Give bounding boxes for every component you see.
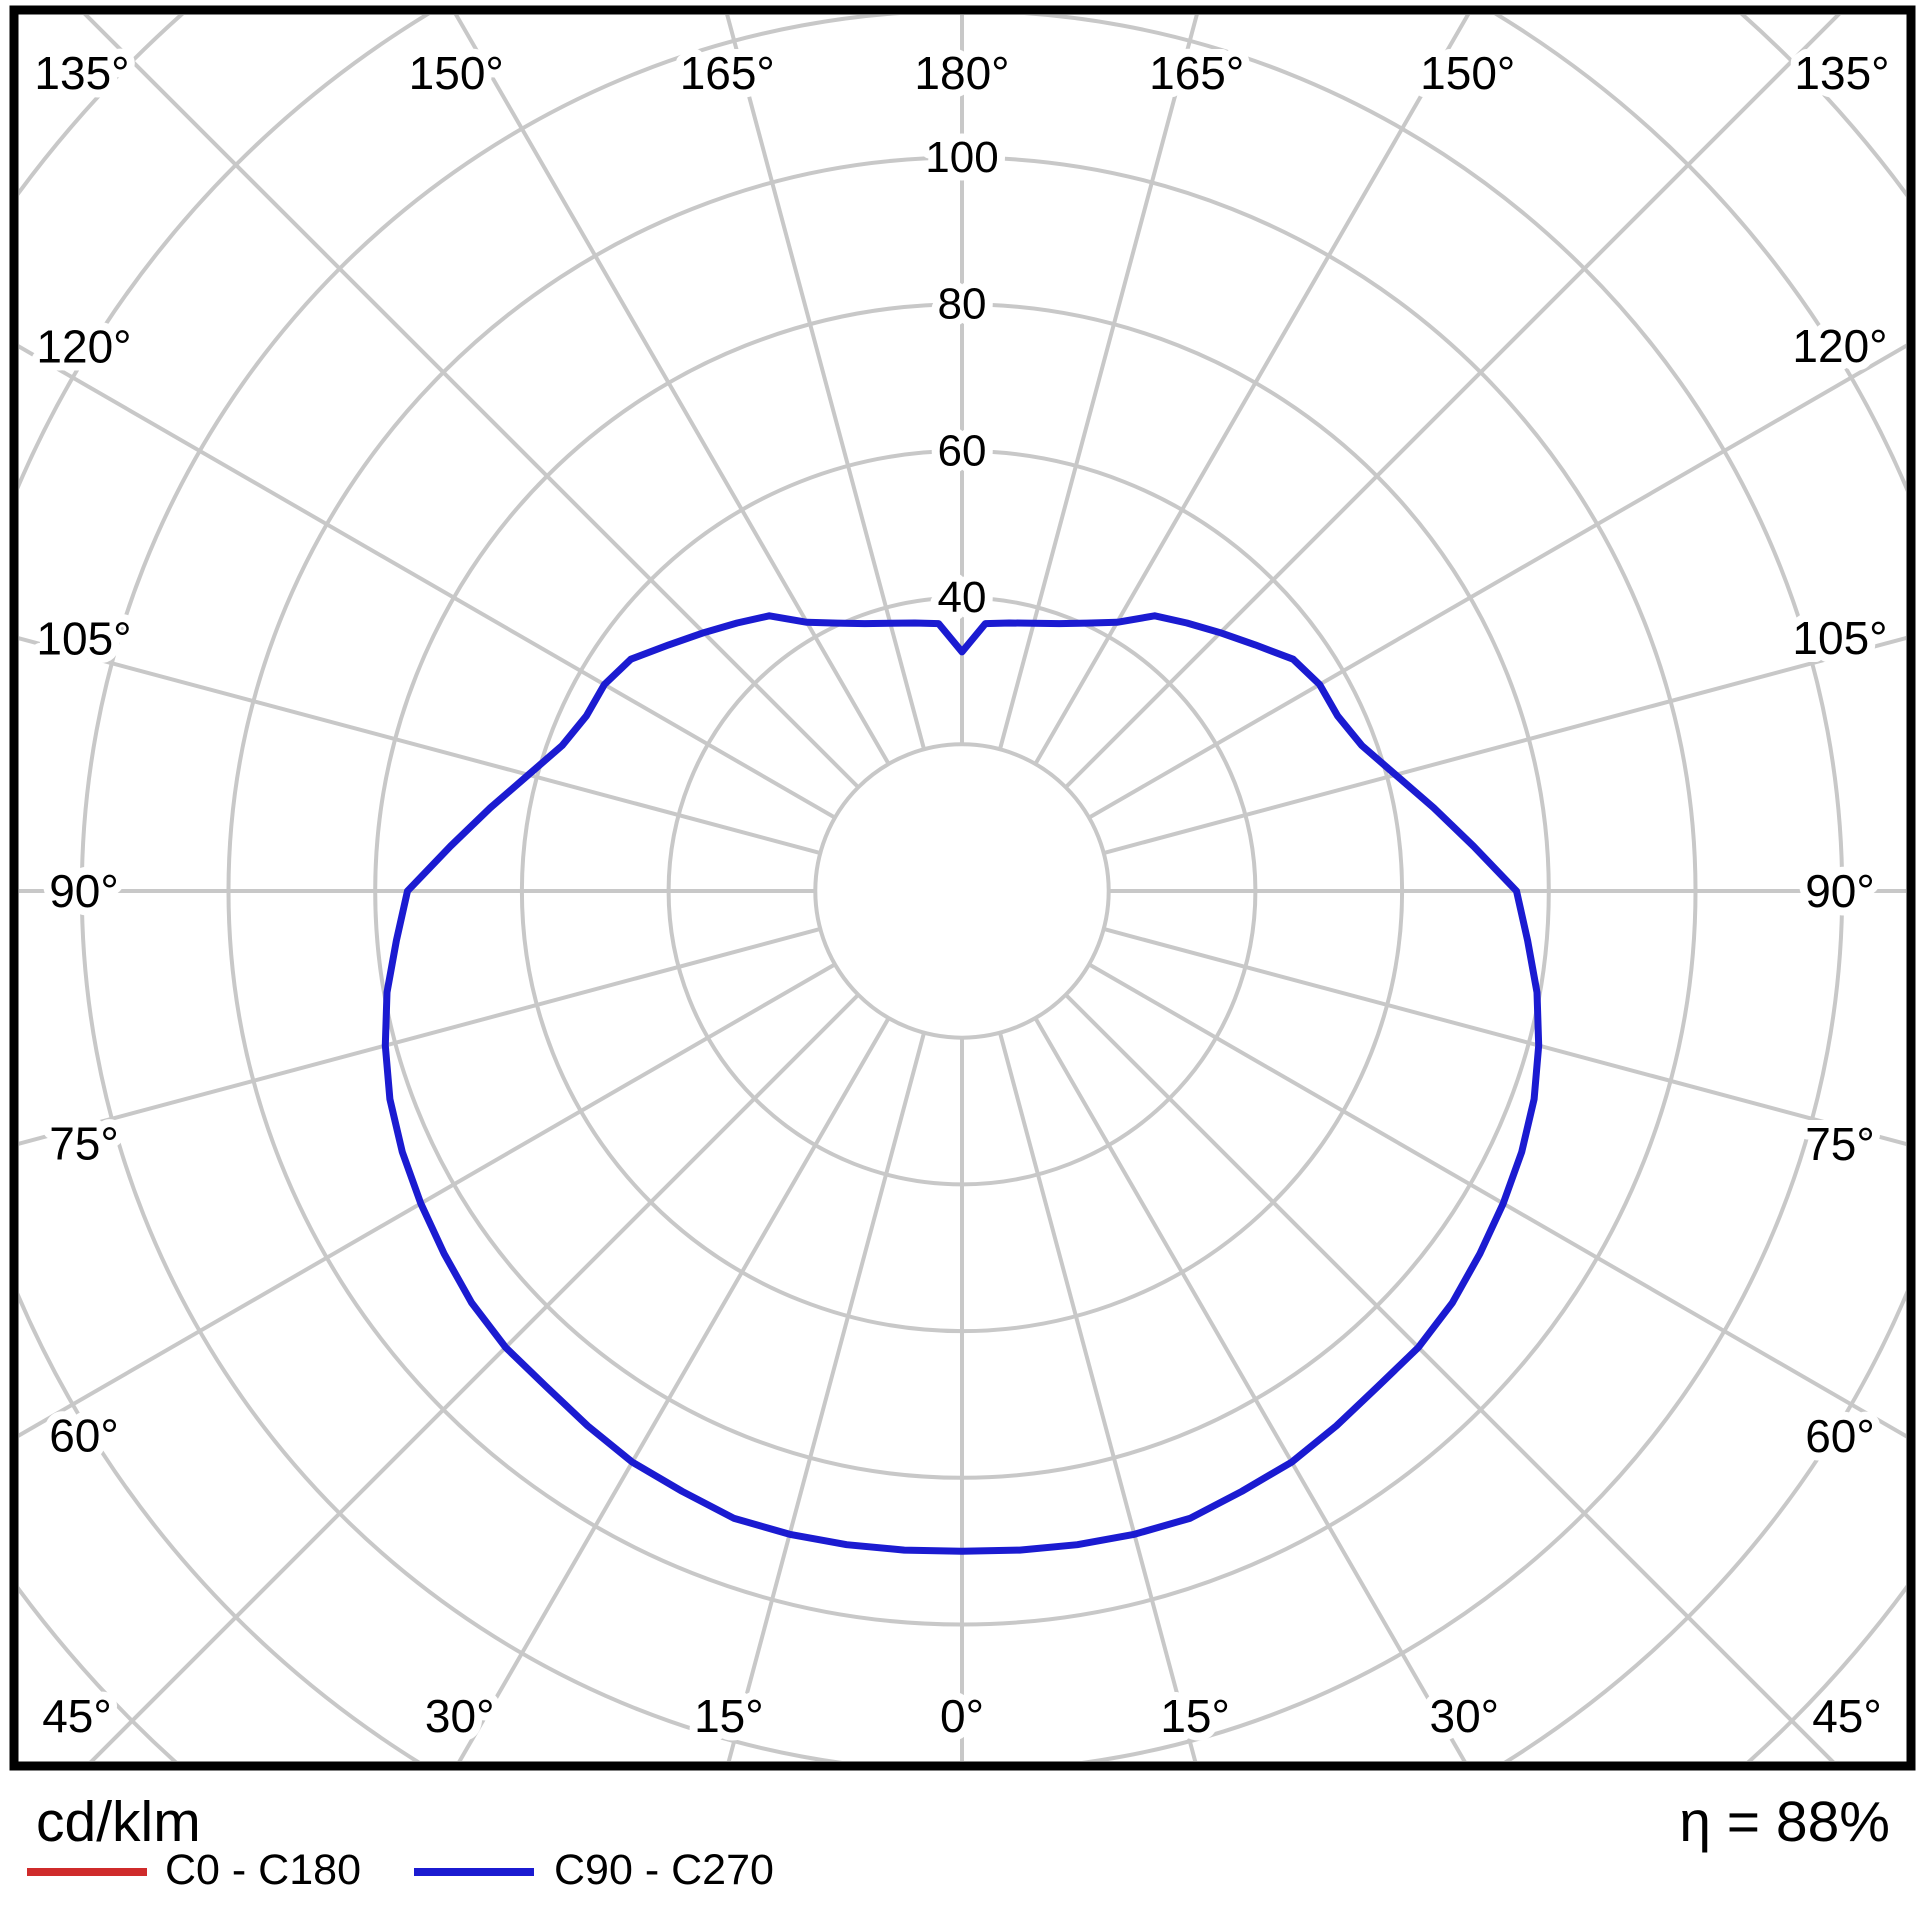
grid-spoke-315 (89, 993, 860, 1761)
angle-label-30-right: 30° (1430, 1690, 1500, 1742)
angle-label-45-right: 45° (1812, 1690, 1882, 1742)
angle-label-120-left: 120° (36, 321, 131, 373)
legend-line-c0-c180-icon (27, 1868, 147, 1876)
grid-spoke-195 (725, 15, 926, 750)
grid-ring-20 (813, 742, 1111, 1040)
curve-C90-C270 (381, 612, 1543, 1555)
grid-spoke-285 (19, 927, 821, 1146)
angle-label-135-left: 135° (34, 47, 129, 99)
legend-line-c90-c270-icon (414, 1868, 534, 1876)
angle-label-165-left: 165° (680, 47, 775, 99)
angle-label-15-right: 15° (1160, 1690, 1230, 1742)
grid-spoke-240 (19, 344, 836, 820)
legend-label-c0-c180: C0 - C180 (165, 1846, 361, 1894)
ring-label-60: 60 (938, 426, 987, 475)
angle-label-120-right: 120° (1792, 320, 1887, 372)
grid-spoke-45 (1064, 993, 1835, 1761)
angle-label-165-right: 165° (1149, 47, 1244, 99)
grid-spoke-255 (19, 636, 821, 855)
grid-spoke-345 (726, 1032, 926, 1761)
grid-spoke-60 (1088, 962, 1906, 1439)
ring-label-100: 100 (925, 133, 998, 182)
angle-label-105-left: 105° (36, 612, 131, 664)
grid-spoke-330 (457, 1017, 891, 1761)
angle-label-30-left: 30° (425, 1690, 495, 1742)
grid-spoke-75 (1103, 927, 1906, 1147)
grid-spoke-300 (19, 962, 836, 1438)
angle-label-150-right: 150° (1420, 47, 1515, 99)
unit-label: cd/klm (36, 1790, 201, 1854)
angle-label-60-right: 60° (1805, 1410, 1875, 1462)
angle-label-105-right: 105° (1792, 612, 1887, 664)
angle-label-90-left: 90° (49, 865, 119, 917)
angle-label-15-left: 15° (694, 1690, 764, 1742)
grid-spoke-210 (453, 15, 891, 765)
grid-spoke-135 (1064, 15, 1841, 789)
angle-label-45-left: 45° (42, 1690, 112, 1742)
angle-label-0-right: 0° (940, 1690, 984, 1742)
angle-label-180-right: 180° (914, 47, 1009, 99)
legend-label-c90-c270: C90 - C270 (554, 1846, 774, 1894)
angle-label-135-right: 135° (1794, 47, 1889, 99)
axis-labels: 40 60 80 100 0° 15° 15° 30° 30° 45° 45° 60° 60° 75° 75… (26, 39, 1897, 1750)
grid-spoke-105 (1103, 635, 1906, 855)
angle-label-90-right: 90° (1805, 865, 1875, 917)
angle-label-60-left: 60° (49, 1409, 119, 1461)
grid-spoke-30 (1033, 1017, 1467, 1761)
ring-label-80: 80 (938, 280, 987, 329)
ring-label-40: 40 (938, 573, 987, 622)
plot-border (9, 5, 1916, 1771)
grid-spoke-120 (1088, 343, 1906, 820)
angle-label-75-left: 75° (49, 1118, 119, 1170)
grid-spoke-150 (1033, 15, 1471, 765)
efficiency-label: η = 88% (1679, 1790, 1890, 1854)
grid-spoke-225 (83, 15, 860, 789)
angle-label-150-left: 150° (409, 47, 504, 99)
grid-spoke-165 (998, 15, 1199, 750)
angle-label-75-right: 75° (1805, 1118, 1875, 1170)
curves (381, 612, 1543, 1555)
grid-spoke-15 (998, 1032, 1198, 1761)
